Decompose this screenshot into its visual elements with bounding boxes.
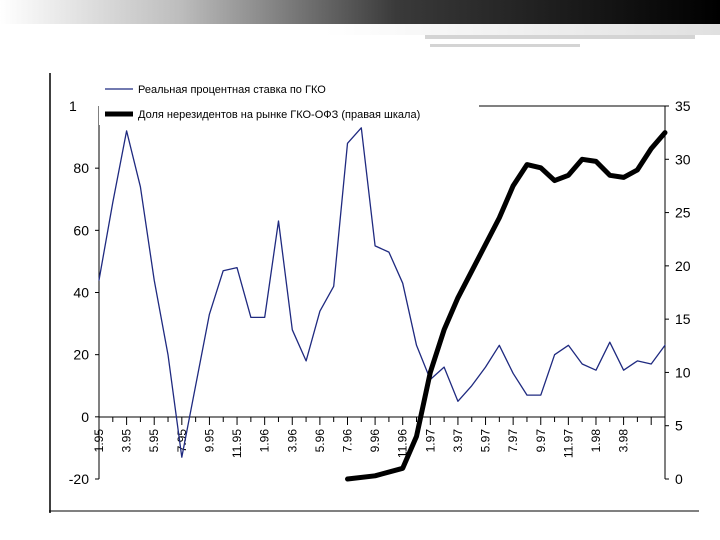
y-right-tick-label: 20 <box>675 258 691 274</box>
y-right-tick-label: 5 <box>675 418 683 434</box>
x-tick-label: 7.97 <box>506 429 520 453</box>
y-left-tick-label: 40 <box>73 285 89 301</box>
x-tick-label: 9.96 <box>368 429 382 453</box>
x-tick-label: 7.96 <box>340 429 354 453</box>
series-line-nonresident-share <box>345 130 668 482</box>
x-tick-label: 1.97 <box>423 429 437 453</box>
header-accent-line <box>425 35 695 39</box>
x-tick-label: 11.95 <box>230 429 244 458</box>
x-tick-label: 5.97 <box>479 429 493 453</box>
x-tick-label: 3.95 <box>120 429 134 453</box>
header-shadow-strip <box>0 24 720 35</box>
y-right-tick-label: 0 <box>675 471 683 487</box>
legend-label: Реальная процентная ставка по ГКО <box>138 84 326 96</box>
y-left-tick-label: -20 <box>69 471 89 487</box>
header-gradient-bar <box>0 0 720 24</box>
x-tick-label: 11.96 <box>396 429 410 458</box>
y-left-tick-label: 0 <box>81 409 89 425</box>
x-tick-label: 1.96 <box>258 429 272 453</box>
x-tick-label: 3.97 <box>451 429 465 453</box>
x-tick-label: 5.95 <box>147 429 161 453</box>
y-right-tick-label: 15 <box>675 311 691 327</box>
legend-label: Доля нерезидентов на рынке ГКО-ОФЗ (прав… <box>138 109 420 121</box>
y-right-tick-label: 35 <box>675 98 691 114</box>
x-tick-label: 9.97 <box>534 429 548 453</box>
legend-background <box>99 73 479 125</box>
x-tick-label: 1.98 <box>589 429 603 453</box>
y-left-top-label: 1 <box>69 98 77 114</box>
y-left-tick-label: 80 <box>73 160 89 176</box>
y-left-tick-label: 20 <box>73 347 89 363</box>
y-right-tick-label: 10 <box>675 364 691 380</box>
series-line-interest-rate <box>98 127 666 458</box>
x-tick-label: 3.96 <box>285 429 299 453</box>
x-tick-label: 5.96 <box>313 429 327 453</box>
x-tick-label: 1.95 <box>92 429 106 453</box>
header-accent-line-short <box>430 44 580 47</box>
y-left-tick-label: 60 <box>73 222 89 238</box>
x-tick-label: 9.95 <box>202 429 216 453</box>
x-tick-label: 11.97 <box>561 429 575 458</box>
y-right-tick-label: 30 <box>675 151 691 167</box>
y-right-tick-label: 25 <box>675 205 691 221</box>
x-tick-label: 3.98 <box>617 429 631 453</box>
chart-container: -20 0 20 40 60 80 1 0 5 10 15 20 25 30 35 1.95 3.95 5.95 7… <box>49 73 699 513</box>
